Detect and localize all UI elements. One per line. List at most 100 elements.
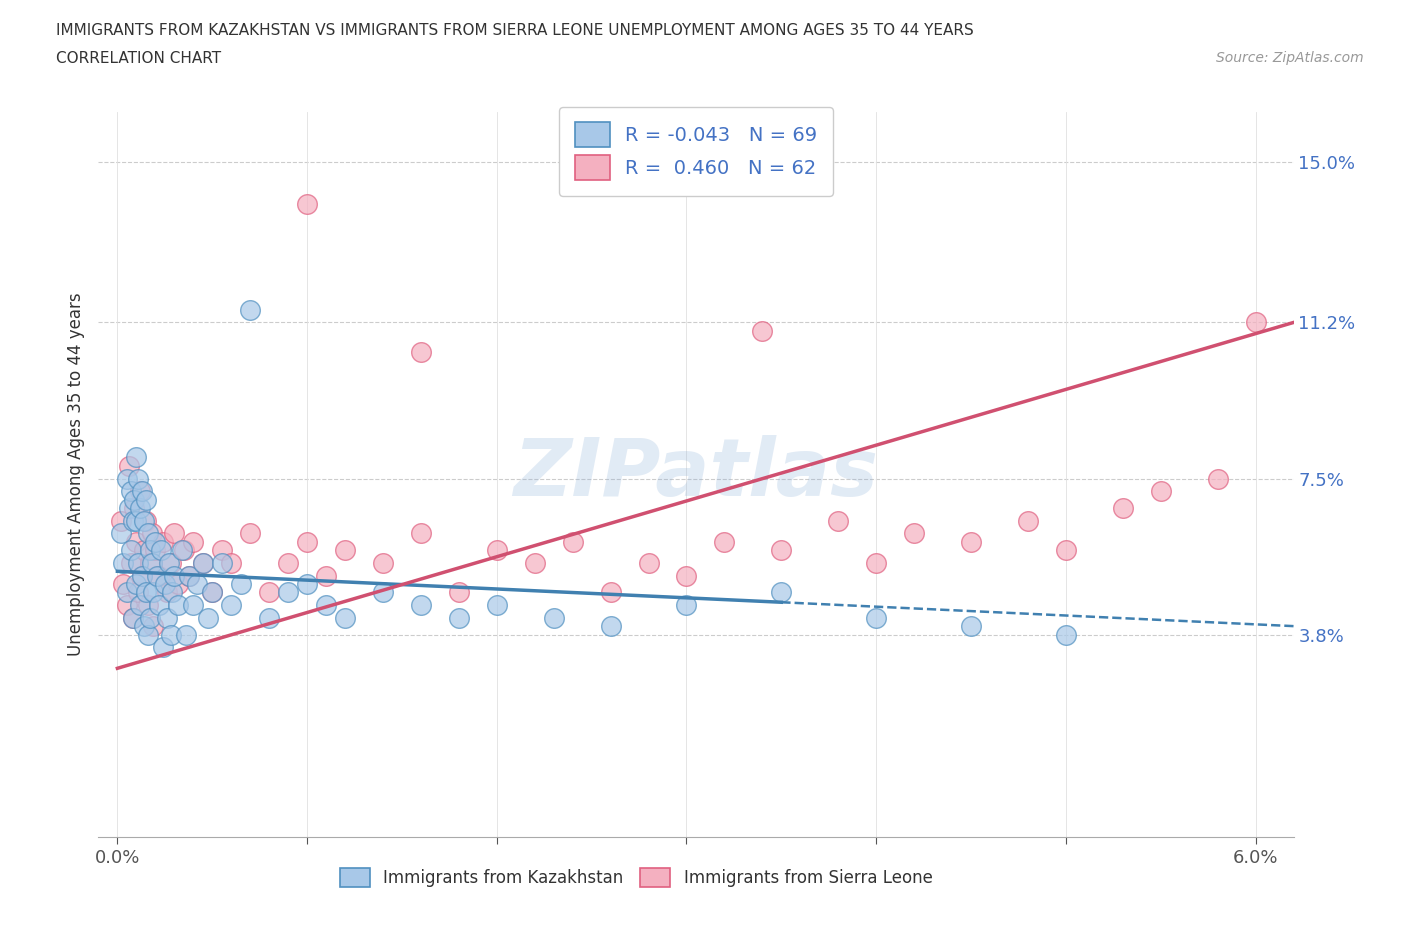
Point — [637, 555, 659, 570]
Point — [277, 585, 299, 600]
Point — [865, 610, 887, 625]
Point — [409, 344, 432, 359]
Text: CORRELATION CHART: CORRELATION CHART — [56, 51, 221, 66]
Point — [148, 598, 170, 613]
Point — [770, 543, 793, 558]
Point — [132, 618, 155, 633]
Point — [295, 577, 318, 591]
Point — [675, 598, 697, 613]
Point — [112, 577, 135, 591]
Point — [129, 484, 152, 498]
Point — [129, 598, 152, 613]
Point — [138, 555, 160, 570]
Point — [1017, 513, 1039, 528]
Point — [118, 500, 141, 515]
Y-axis label: Unemployment Among Ages 35 to 44 years: Unemployment Among Ages 35 to 44 years — [66, 293, 84, 656]
Legend: Immigrants from Kazakhstan, Immigrants from Sierra Leone: Immigrants from Kazakhstan, Immigrants f… — [333, 861, 939, 894]
Point — [131, 484, 153, 498]
Point — [170, 543, 193, 558]
Point — [153, 577, 176, 591]
Point — [125, 513, 148, 528]
Point — [1244, 315, 1267, 330]
Point — [1206, 472, 1229, 486]
Point — [447, 585, 470, 600]
Point — [277, 555, 299, 570]
Point — [135, 513, 157, 528]
Point — [143, 543, 166, 558]
Point — [135, 585, 157, 600]
Point — [120, 484, 142, 498]
Point — [112, 555, 135, 570]
Point — [136, 627, 159, 642]
Point — [599, 176, 621, 191]
Point — [1150, 484, 1173, 498]
Point — [125, 577, 148, 591]
Point — [191, 555, 214, 570]
Point — [315, 598, 337, 613]
Point — [675, 568, 697, 583]
Point — [125, 450, 148, 465]
Point — [485, 543, 508, 558]
Point — [156, 610, 179, 625]
Point — [162, 585, 184, 600]
Point — [257, 585, 280, 600]
Point — [115, 598, 138, 613]
Point — [120, 543, 142, 558]
Point — [181, 535, 204, 550]
Point — [713, 535, 735, 550]
Point — [121, 610, 143, 625]
Point — [156, 585, 179, 600]
Point — [485, 598, 508, 613]
Point — [129, 500, 152, 515]
Text: ZIPatlas: ZIPatlas — [513, 435, 879, 513]
Point — [124, 492, 146, 507]
Point — [201, 585, 224, 600]
Point — [110, 513, 132, 528]
Point — [543, 610, 565, 625]
Point — [751, 324, 773, 339]
Point — [163, 525, 186, 540]
Point — [141, 525, 163, 540]
Point — [1054, 627, 1077, 642]
Point — [173, 543, 195, 558]
Point — [181, 598, 204, 613]
Point — [159, 627, 181, 642]
Point — [865, 555, 887, 570]
Point — [191, 555, 214, 570]
Point — [138, 543, 160, 558]
Point — [167, 598, 190, 613]
Point — [121, 610, 143, 625]
Point — [157, 555, 180, 570]
Point — [409, 598, 432, 613]
Point — [138, 610, 160, 625]
Point — [143, 535, 166, 550]
Point — [371, 555, 394, 570]
Point — [120, 555, 142, 570]
Point — [136, 598, 159, 613]
Text: Source: ZipAtlas.com: Source: ZipAtlas.com — [1216, 51, 1364, 65]
Point — [152, 640, 174, 655]
Point — [599, 618, 621, 633]
Point — [197, 610, 219, 625]
Point — [409, 525, 432, 540]
Point — [141, 555, 163, 570]
Text: IMMIGRANTS FROM KAZAKHSTAN VS IMMIGRANTS FROM SIERRA LEONE UNEMPLOYMENT AMONG AG: IMMIGRANTS FROM KAZAKHSTAN VS IMMIGRANTS… — [56, 23, 974, 38]
Point — [127, 472, 149, 486]
Point — [159, 555, 181, 570]
Point — [371, 585, 394, 600]
Point — [295, 535, 318, 550]
Point — [152, 535, 174, 550]
Point — [142, 585, 165, 600]
Point — [1112, 500, 1135, 515]
Point — [295, 197, 318, 212]
Point — [131, 568, 153, 583]
Point — [135, 492, 157, 507]
Point — [136, 525, 159, 540]
Point — [333, 543, 356, 558]
Point — [150, 543, 173, 558]
Point — [447, 610, 470, 625]
Point — [132, 543, 155, 558]
Point — [960, 535, 983, 550]
Point — [229, 577, 252, 591]
Point — [118, 458, 141, 473]
